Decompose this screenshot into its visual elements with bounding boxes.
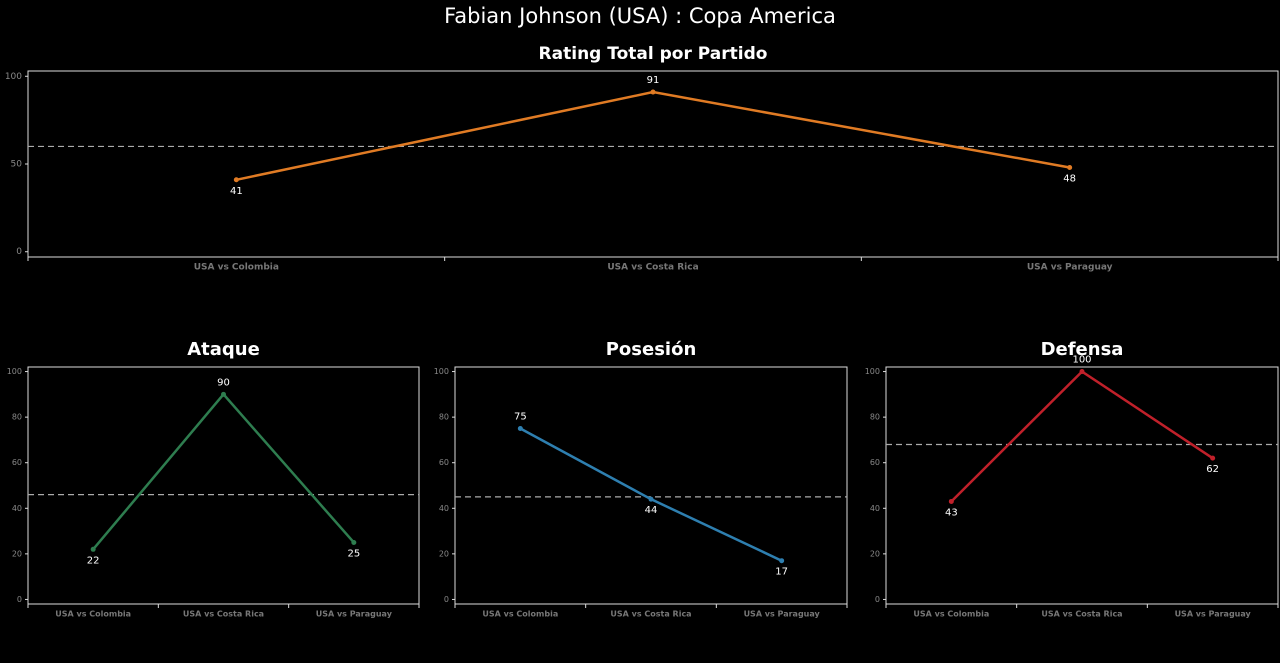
value-label: 90	[217, 377, 230, 388]
chart-title: Rating Total por Partido	[539, 44, 768, 64]
x-tick-label: USA vs Colombia	[913, 610, 989, 619]
y-tick-label: 80	[870, 413, 880, 422]
y-tick-label: 20	[870, 549, 880, 558]
y-tick-label: 0	[17, 595, 22, 604]
y-tick-label: 20	[439, 549, 449, 558]
value-label: 41	[230, 186, 243, 197]
y-tick-label: 60	[870, 458, 880, 467]
value-label: 100	[1072, 355, 1091, 366]
y-tick-label: 100	[5, 72, 22, 82]
x-tick-label: USA vs Colombia	[194, 263, 279, 273]
y-tick-label: 20	[12, 549, 22, 558]
x-tick-label: USA vs Costa Rica	[607, 263, 698, 273]
point	[1079, 369, 1085, 375]
plot-frame	[27, 366, 420, 605]
x-tick-label: USA vs Paraguay	[1027, 263, 1113, 273]
y-tick-label: 0	[444, 595, 449, 604]
value-label: 25	[347, 548, 360, 559]
point	[233, 177, 239, 183]
value-label: 17	[775, 567, 788, 578]
plot-frame	[454, 366, 848, 605]
y-tick-label: 80	[12, 413, 22, 422]
y-tick-label: 50	[11, 160, 23, 170]
value-label: 43	[945, 507, 958, 518]
point	[1210, 455, 1216, 461]
point	[221, 391, 226, 397]
y-tick-label: 100	[434, 367, 449, 376]
point	[517, 426, 523, 432]
value-label: 48	[1063, 174, 1076, 185]
x-tick-label: USA vs Paraguay	[316, 610, 393, 619]
point	[948, 498, 954, 504]
y-tick-label: 100	[865, 367, 880, 376]
value-label: 44	[645, 505, 658, 516]
y-tick-label: 0	[875, 595, 880, 604]
y-tick-label: 40	[12, 504, 22, 513]
x-tick-label: USA vs Costa Rica	[183, 610, 264, 619]
x-tick-label: USA vs Paraguay	[744, 610, 821, 619]
chart-title: Defensa	[1041, 339, 1124, 360]
x-tick-label: USA vs Costa Rica	[1041, 610, 1122, 619]
y-tick-label: 0	[16, 247, 22, 257]
value-label: 22	[87, 555, 100, 566]
point	[90, 546, 96, 552]
y-tick-label: 60	[12, 458, 22, 467]
point	[351, 539, 357, 545]
point	[648, 496, 654, 502]
plot-frame	[885, 366, 1279, 605]
point	[650, 89, 656, 95]
chart-title: Posesión	[606, 339, 697, 360]
page-title: Fabian Johnson (USA) : Copa America	[444, 4, 836, 28]
y-tick-label: 40	[870, 504, 880, 513]
chart-title: Ataque	[187, 339, 260, 360]
x-tick-label: USA vs Paraguay	[1175, 610, 1252, 619]
point	[779, 558, 785, 564]
value-label: 75	[514, 412, 527, 423]
value-label: 91	[647, 75, 660, 86]
x-tick-label: USA vs Costa Rica	[610, 610, 691, 619]
y-tick-label: 60	[439, 458, 449, 467]
point	[1067, 165, 1073, 171]
y-tick-label: 100	[7, 367, 22, 376]
x-tick-label: USA vs Colombia	[55, 610, 131, 619]
y-tick-label: 40	[439, 504, 449, 513]
y-tick-label: 80	[439, 413, 449, 422]
value-label: 62	[1206, 464, 1219, 475]
x-tick-label: USA vs Colombia	[482, 610, 558, 619]
